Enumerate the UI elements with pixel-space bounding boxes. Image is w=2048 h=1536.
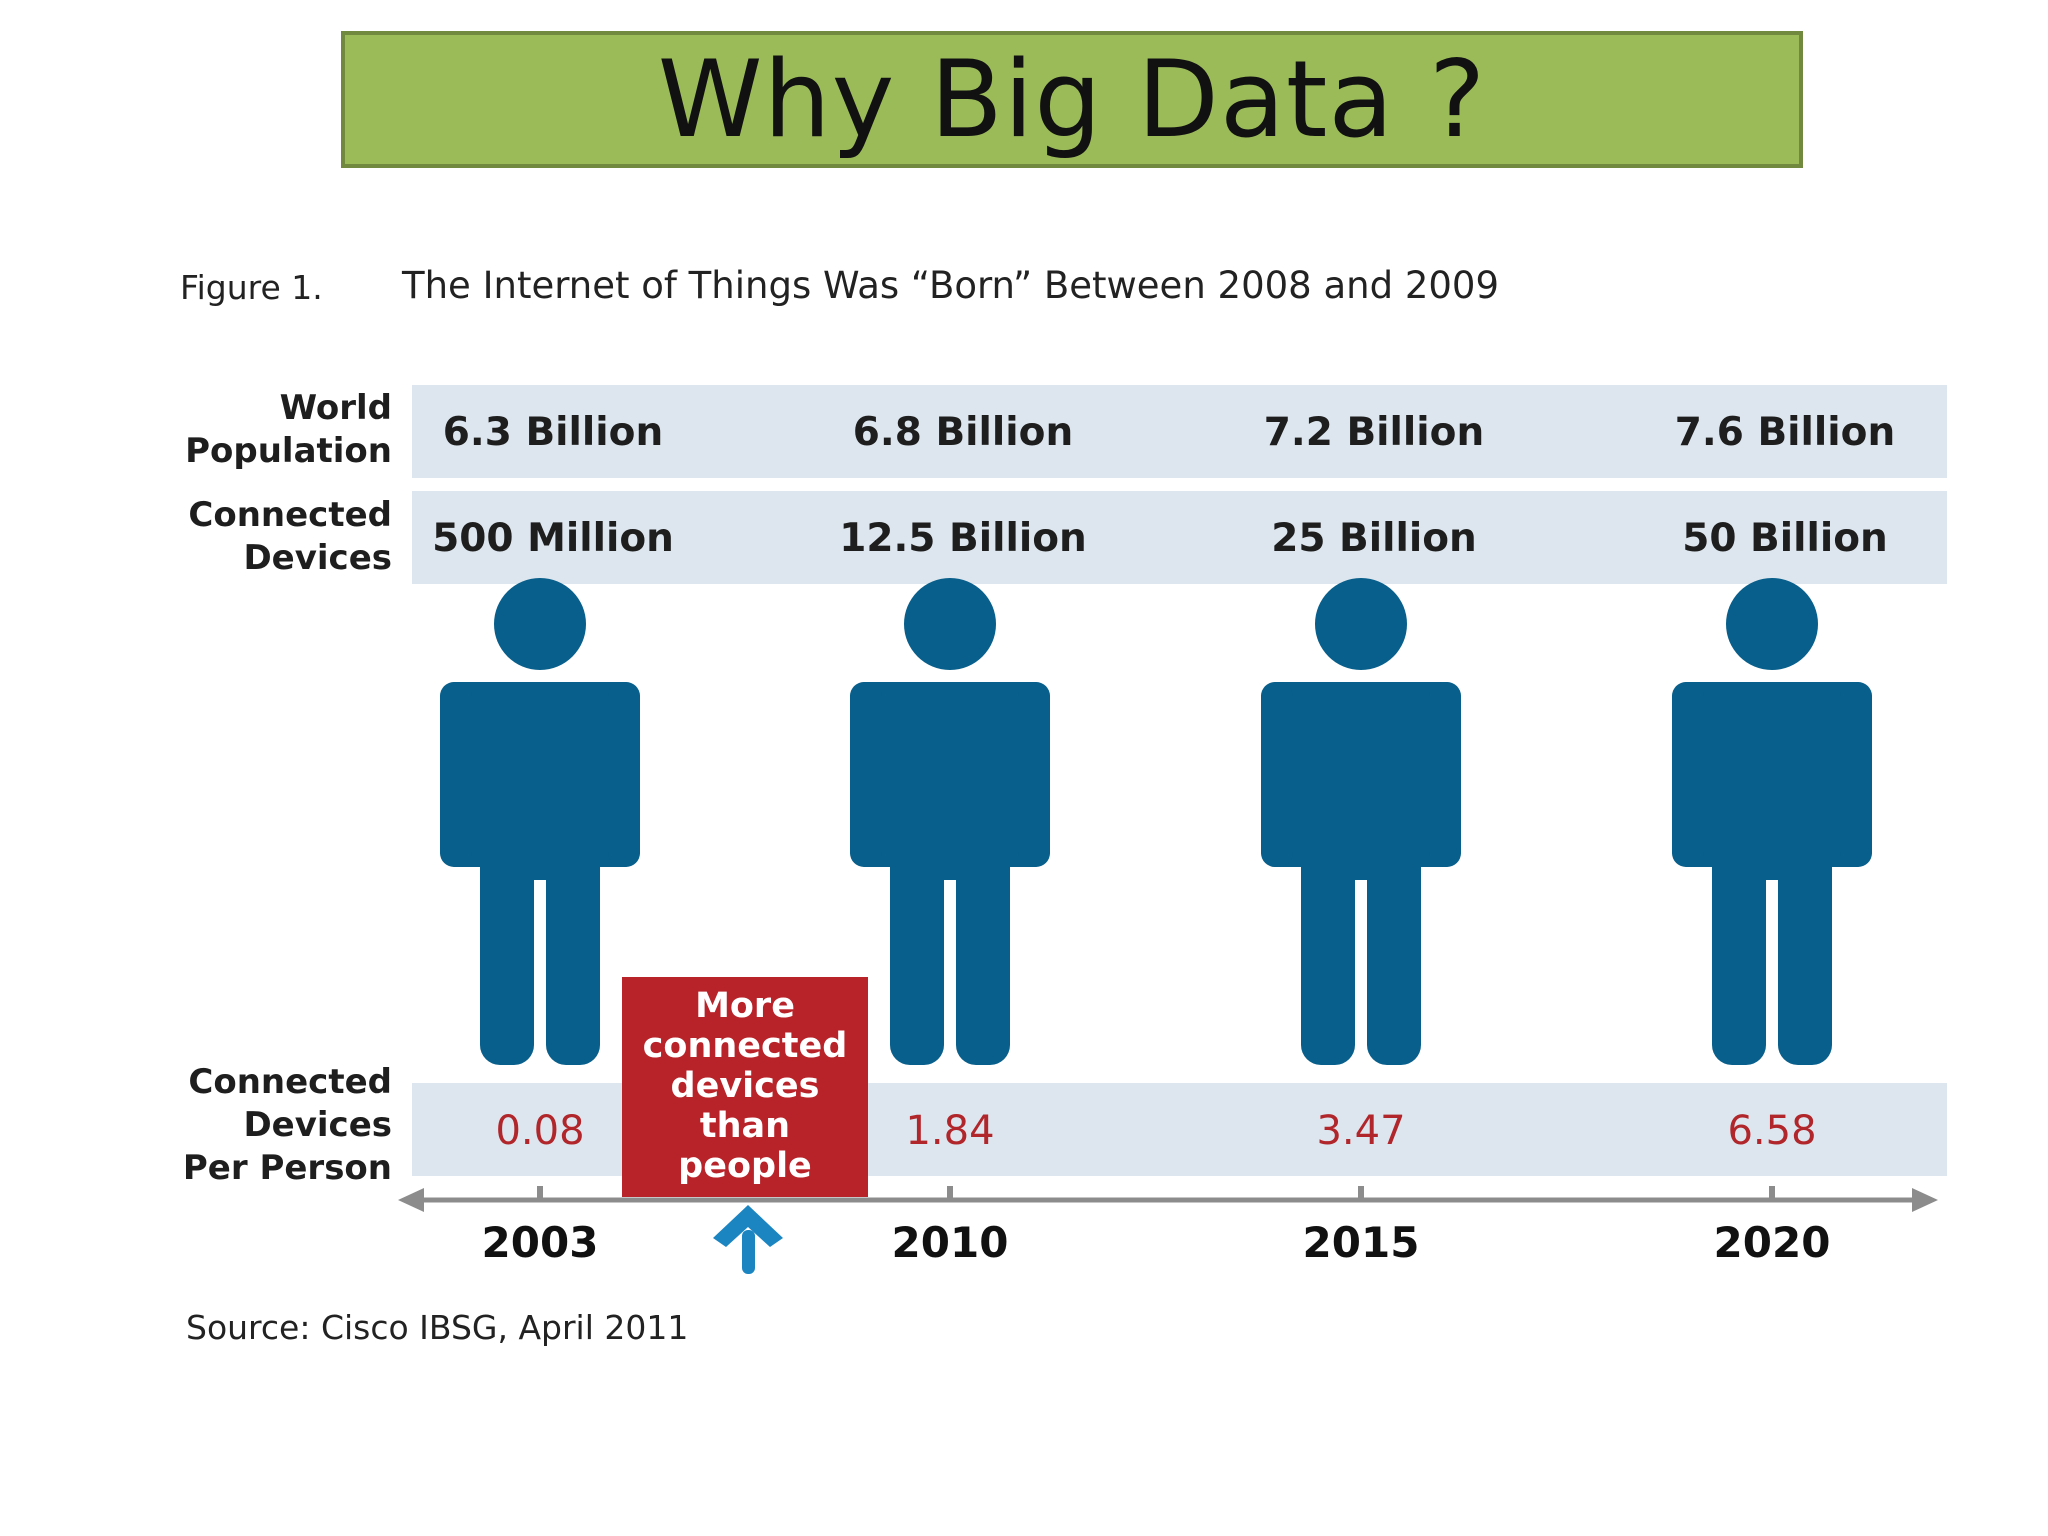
person-hips (480, 840, 600, 880)
person-arm-left (1672, 682, 1704, 867)
person-arm-left (850, 682, 882, 867)
row-label-per-person-line: Devices (243, 1105, 392, 1145)
year-label: 2015 (1303, 1218, 1420, 1267)
population-value: 6.8 Billion (853, 410, 1073, 455)
person-icon (1261, 578, 1461, 1065)
year-label: 2010 (892, 1218, 1009, 1267)
figure-source: Source: Cisco IBSG, April 2011 (186, 1308, 689, 1347)
per-person-value: 1.84 (905, 1108, 994, 1154)
person-leg-left (480, 860, 534, 1065)
devices-value: 12.5 Billion (839, 516, 1087, 561)
population-value: 6.3 Billion (443, 410, 663, 455)
per-person-value: 0.08 (495, 1108, 584, 1154)
person-torso (440, 682, 640, 867)
population-value: 7.2 Billion (1264, 410, 1484, 455)
axis-arrow-left (398, 1188, 424, 1212)
callout-text: than (700, 1106, 790, 1146)
person-icon (1672, 578, 1872, 1065)
figure-label: Figure 1. (180, 268, 323, 307)
person-hips (890, 840, 1010, 880)
person-arm-right (1840, 682, 1872, 867)
callout-text: devices (671, 1066, 820, 1106)
person-arm-right (1018, 682, 1050, 867)
person-leg-left (890, 860, 944, 1065)
person-icons (440, 578, 1872, 1065)
person-icon (440, 578, 640, 1065)
person-leg-right (956, 860, 1010, 1065)
person-head (904, 578, 996, 670)
person-head (494, 578, 586, 670)
row-labels: WorldPopulationConnectedDevicesConnected… (183, 388, 392, 1188)
person-leg-right (1778, 860, 1832, 1065)
up-arrow-icon (713, 1205, 783, 1274)
per-person-value: 3.47 (1316, 1108, 1405, 1154)
slide-title-banner: Why Big Data ? (341, 31, 1803, 168)
person-arm-right (1429, 682, 1461, 867)
up-arrow-head (713, 1205, 783, 1247)
person-leg-right (1367, 860, 1421, 1065)
devices-value: 500 Million (432, 516, 674, 561)
person-torso (1261, 682, 1461, 867)
devices-band (412, 491, 1947, 584)
axis-arrow-right (1912, 1188, 1938, 1212)
person-icon (850, 578, 1050, 1065)
row-label-population-line: World (280, 388, 392, 428)
callout-text: people (678, 1146, 812, 1186)
devices-value: 50 Billion (1682, 516, 1888, 561)
up-arrow-shaft (742, 1230, 755, 1274)
value-cells: 6.3 Billion 6.8 Billion 7.2 Billion 7.6 Bil… (432, 410, 1895, 1154)
devices-value: 25 Billion (1271, 516, 1477, 561)
row-label-devices-line: Connected (188, 495, 392, 535)
person-head (1726, 578, 1818, 670)
callout-box (622, 977, 868, 1197)
row-label-devices-line: Devices (243, 538, 392, 578)
person-hips (1301, 840, 1421, 880)
figure-caption: The Internet of Things Was “Born” Betwee… (402, 264, 1499, 307)
year-label: 2003 (482, 1218, 599, 1267)
year-label: 2020 (1714, 1218, 1831, 1267)
row-label-per-person-line: Per Person (183, 1148, 392, 1188)
person-leg-left (1301, 860, 1355, 1065)
population-band (412, 385, 1947, 478)
timeline-axis: 2003 2010 2015 2020 (398, 1186, 1938, 1267)
callout-text: More (695, 986, 795, 1026)
person-torso (1672, 682, 1872, 867)
person-arm-left (1261, 682, 1293, 867)
callout-text: connected (643, 1026, 848, 1066)
per-person-value: 6.58 (1727, 1108, 1816, 1154)
slide-title: Why Big Data ? (657, 37, 1487, 161)
person-head (1315, 578, 1407, 670)
person-arm-left (440, 682, 472, 867)
population-value: 7.6 Billion (1675, 410, 1895, 455)
row-label-per-person-line: Connected (188, 1062, 392, 1102)
person-hips (1712, 840, 1832, 880)
person-arm-right (608, 682, 640, 867)
person-leg-left (1712, 860, 1766, 1065)
person-torso (850, 682, 1050, 867)
person-leg-right (546, 860, 600, 1065)
row-label-population-line: Population (185, 431, 392, 471)
